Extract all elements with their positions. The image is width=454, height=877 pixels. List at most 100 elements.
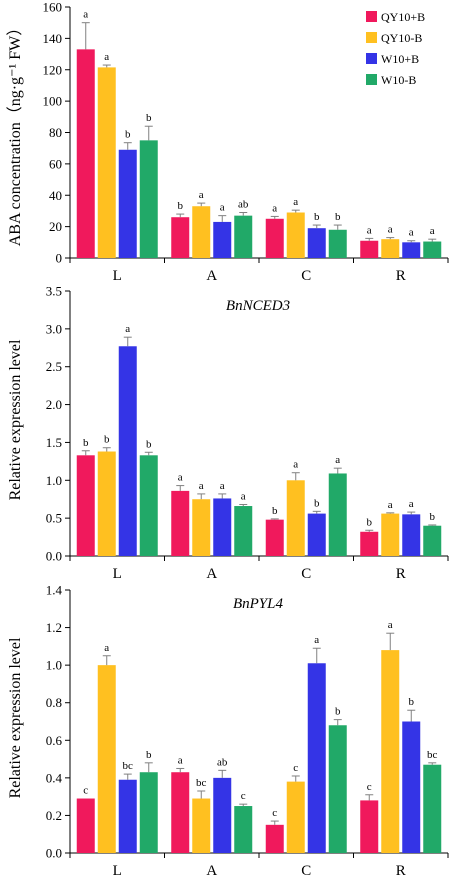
significance-label: a	[178, 754, 183, 766]
bar-W10-B-R	[423, 241, 442, 258]
significance-label: a	[293, 196, 298, 208]
significance-label: a	[199, 189, 204, 201]
bar-QY10-B-R	[381, 239, 400, 258]
legend-label-1: QY10-B	[381, 31, 422, 45]
significance-label: b	[146, 112, 152, 124]
bar-QY10-B-L	[97, 451, 116, 556]
x-tick-label: R	[396, 268, 406, 284]
y-tick-label: 3.0	[46, 321, 62, 336]
bar-QY10-B-A	[192, 206, 211, 258]
x-tick-label: L	[113, 863, 122, 877]
significance-label: a	[430, 225, 435, 237]
bar-QY10+B-A	[171, 772, 190, 853]
bar-QY10-B-C	[286, 212, 305, 258]
y-tick-label: 1.0	[46, 658, 62, 673]
bar-QY10+B-L	[76, 798, 95, 853]
bar-QY10+B-C	[265, 218, 284, 258]
x-tick-label: A	[206, 566, 217, 582]
bar-W10-B-L	[139, 772, 158, 853]
bar-W10-B-A	[234, 506, 253, 556]
significance-label: c	[367, 781, 372, 793]
bar-W10+B-C	[307, 513, 326, 556]
significance-label: a	[314, 634, 319, 646]
y-tick-label: 1.5	[46, 435, 62, 450]
legend-label-3: W10-B	[381, 73, 416, 87]
significance-label: c	[241, 790, 246, 802]
significance-label: b	[272, 505, 278, 517]
y-tick-label: 3.5	[46, 284, 62, 299]
bar-W10-B-R	[423, 525, 442, 556]
bar-QY10+B-R	[360, 240, 379, 258]
x-tick-label: C	[301, 268, 311, 284]
bar-QY10+B-A	[171, 217, 190, 258]
bar-QY10+B-L	[76, 455, 95, 556]
panel-aba-ylabel: ABA concentration（ng·g⁻¹ FW）	[6, 20, 24, 247]
significance-label: b	[146, 749, 152, 761]
y-tick-label: 2.0	[46, 397, 62, 412]
significance-label: b	[83, 437, 89, 449]
x-tick-label: C	[301, 566, 311, 582]
bar-QY10+B-L	[76, 49, 95, 259]
plot-area-1: 0.0 0.5 1.0 1.5 2.0 2.5 3.0 3.5 L A C Rb a b b b a a a a a b a…	[46, 284, 449, 582]
y-tick-label: 100	[43, 94, 63, 109]
y-tick-label: 1.0	[46, 473, 62, 488]
bar-QY10+B-R	[360, 531, 379, 556]
bar-W10+B-L	[118, 779, 137, 853]
bar-W10-B-L	[139, 455, 158, 556]
significance-label: b	[409, 696, 415, 708]
bar-W10+B-R	[402, 721, 421, 853]
x-tick-label: A	[206, 863, 217, 877]
bar-QY10-B-R	[381, 650, 400, 853]
significance-label: c	[293, 762, 298, 774]
bar-W10+B-R	[402, 514, 421, 556]
significance-label: a	[104, 642, 109, 654]
bar-W10+B-C	[307, 228, 326, 258]
bar-W10+B-A	[213, 221, 232, 258]
bar-QY10-B-L	[97, 665, 116, 853]
significance-label: b	[430, 511, 436, 523]
y-tick-label: 160	[43, 0, 63, 15]
y-tick-label: 0.4	[46, 770, 63, 785]
panel-bnnced3-ylabel: Relative expression level	[7, 339, 24, 500]
significance-label: bc	[123, 760, 134, 772]
significance-label: c	[272, 807, 277, 819]
bar-QY10-B-C	[286, 781, 305, 853]
legend-swatch-3	[366, 74, 377, 85]
bar-W10+B-R	[402, 242, 421, 258]
y-tick-label: 0.2	[46, 808, 62, 823]
significance-label: a	[199, 480, 204, 492]
x-tick-label: R	[396, 566, 406, 582]
significance-label: a	[409, 498, 414, 510]
bar-W10-B-A	[234, 806, 253, 853]
bar-W10+B-A	[213, 777, 232, 853]
significance-label: b	[146, 438, 152, 450]
y-tick-label: 1.2	[46, 620, 62, 635]
x-tick-label: C	[301, 863, 311, 877]
y-tick-label: 140	[43, 31, 63, 46]
significance-label: a	[241, 491, 246, 503]
x-tick-label: R	[396, 863, 406, 877]
significance-label: a	[367, 224, 372, 236]
bar-W10-B-L	[139, 140, 158, 258]
legend-swatch-1	[366, 32, 377, 43]
significance-label: ab	[217, 756, 228, 768]
bar-QY10+B-C	[265, 519, 284, 556]
legend-label-0: QY10+B	[381, 10, 425, 24]
bar-QY10+B-A	[171, 490, 190, 556]
bar-QY10-B-L	[97, 67, 116, 258]
significance-label: a	[220, 202, 225, 214]
significance-label: b	[367, 516, 373, 528]
y-tick-label: 120	[43, 62, 63, 77]
bar-W10+B-L	[118, 346, 137, 556]
significance-label: a	[388, 499, 393, 511]
bar-W10+B-C	[307, 663, 326, 853]
legend-swatch-0	[366, 11, 377, 22]
legend: QY10+B QY10-B W10+B W10-B	[366, 10, 425, 87]
significance-label: b	[104, 434, 110, 446]
significance-label: c	[83, 785, 88, 797]
significance-label: a	[178, 472, 183, 484]
panel-bnpyl4: Relative expression level BnPYL4	[7, 596, 284, 798]
y-tick-label: 0.6	[46, 733, 63, 748]
significance-label: b	[314, 211, 320, 223]
